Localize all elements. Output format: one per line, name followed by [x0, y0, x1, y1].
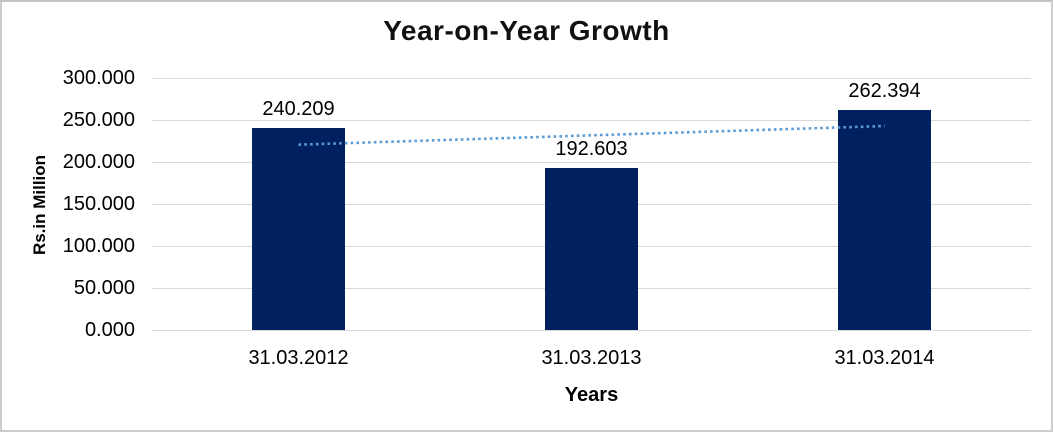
y-axis-tick-label: 100.000: [62, 235, 135, 257]
bar: [838, 109, 931, 330]
bar: [252, 128, 345, 330]
gridline: [152, 329, 1031, 331]
gridline: [152, 119, 1031, 121]
x-axis-tick-label: 31.03.2012: [248, 347, 349, 369]
gridline: [152, 77, 1031, 79]
y-axis-tick-label: 200.000: [62, 151, 135, 173]
bar-data-label: 262.394: [848, 79, 921, 102]
x-axis-title: Years: [564, 384, 619, 406]
gridline: [152, 161, 1031, 163]
y-axis-tick-label: 250.000: [62, 109, 135, 131]
x-axis-tick-label: 31.03.2014: [834, 347, 935, 369]
bar-data-label: 192.603: [555, 138, 628, 161]
chart-title: Year-on-Year Growth: [383, 15, 670, 46]
bar: [545, 168, 638, 330]
y-axis-tick-label: 50.000: [73, 277, 135, 299]
y-axis-tick-label: 300.000: [62, 67, 135, 89]
y-axis-tick-label: 0.000: [84, 319, 135, 341]
y-axis-tick-label: 150.000: [62, 193, 135, 215]
x-axis-tick-label: 31.03.2013: [541, 347, 642, 369]
bar-data-label: 240.209: [262, 98, 335, 121]
